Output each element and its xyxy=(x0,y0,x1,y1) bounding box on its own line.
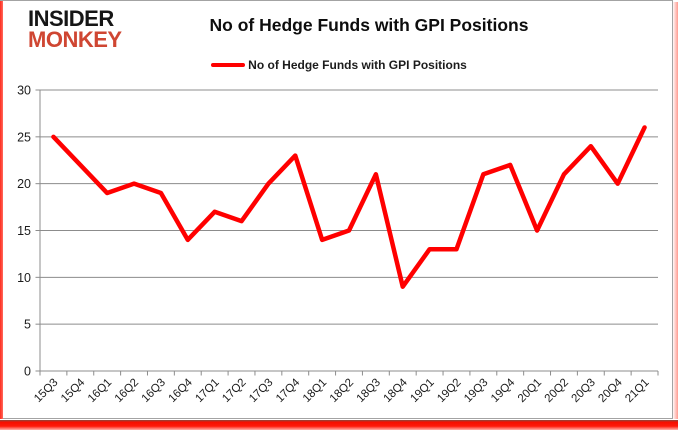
frame-accent-left xyxy=(0,1,3,419)
x-axis-label: 18Q4 xyxy=(381,376,410,405)
legend-line-swatch-icon xyxy=(211,62,246,68)
x-axis-label: 15Q4 xyxy=(59,376,88,405)
x-axis-label: 19Q2 xyxy=(435,377,463,405)
x-axis-label: 16Q1 xyxy=(86,377,114,405)
x-axis-label: 18Q2 xyxy=(328,377,356,405)
x-axis-label: 16Q2 xyxy=(113,377,141,405)
x-axis-label: 15Q3 xyxy=(32,377,60,405)
x-axis-label: 18Q1 xyxy=(301,377,329,405)
x-axis-label: 19Q3 xyxy=(462,377,490,405)
x-axis-label: 17Q2 xyxy=(220,377,248,405)
y-axis-label: 5 xyxy=(24,318,31,332)
x-axis-label: 19Q4 xyxy=(489,376,518,405)
x-axis-label: 20Q3 xyxy=(570,377,598,405)
y-axis-label: 20 xyxy=(17,177,31,191)
x-axis-label: 16Q3 xyxy=(140,377,168,405)
y-axis-label: 15 xyxy=(17,224,31,238)
x-axis-label: 18Q3 xyxy=(355,377,383,405)
legend-label: No of Hedge Funds with GPI Positions xyxy=(248,58,467,72)
logo-text-monkey: MONKEY xyxy=(28,26,122,52)
x-axis-label: 21Q1 xyxy=(623,377,651,405)
frame-accent-right-glow xyxy=(673,2,678,419)
y-axis-label: 25 xyxy=(17,130,31,144)
y-axis-label: 0 xyxy=(24,365,31,379)
chart-legend: No of Hedge Funds with GPI Positions xyxy=(0,57,678,73)
x-axis-label: 19Q1 xyxy=(408,377,436,405)
insider-monkey-logo: INSIDER MONKEY xyxy=(28,6,122,52)
x-axis-label: 17Q4 xyxy=(274,376,303,405)
frame-accent-bottom xyxy=(0,420,678,430)
x-axis-label: 16Q4 xyxy=(167,376,196,405)
chart-title: No of Hedge Funds with GPI Positions xyxy=(209,15,529,35)
x-axis-label: 17Q1 xyxy=(193,377,221,405)
logo-text-insider: INSIDER xyxy=(28,6,114,31)
x-axis-label: 20Q2 xyxy=(543,377,571,405)
x-axis-label: 20Q1 xyxy=(516,377,544,405)
x-axis-label: 20Q4 xyxy=(596,376,625,405)
x-axis-label: 17Q3 xyxy=(247,377,275,405)
y-axis-label: 30 xyxy=(17,84,31,98)
y-axis-label: 10 xyxy=(17,271,31,285)
series-line-0 xyxy=(51,125,647,289)
